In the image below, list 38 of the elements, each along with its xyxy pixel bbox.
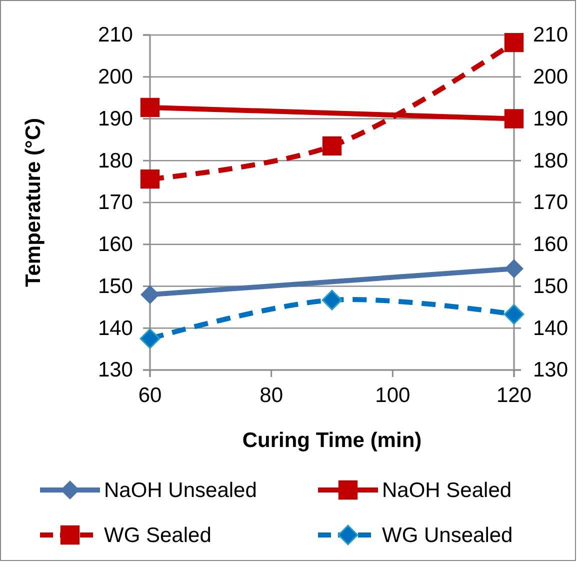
y2-tick-label: 160 (533, 233, 568, 256)
y-axis-title: Temperature (°C) (22, 118, 45, 288)
legend-label: WG Unsealed (382, 524, 513, 547)
y-tick-label: 190 (98, 107, 133, 130)
x-axis-title: Curing Time (min) (242, 429, 422, 452)
y2-tick-label: 130 (533, 358, 568, 382)
point (140, 328, 160, 349)
point (504, 32, 524, 52)
y-tick-label: 160 (98, 233, 133, 256)
y2-tick-label: 190 (533, 107, 568, 130)
y2-tick-label: 150 (533, 274, 568, 298)
point (140, 169, 160, 189)
legend-label: NaOH Sealed (382, 479, 512, 502)
point (322, 290, 342, 310)
y-tick-label: 170 (98, 191, 133, 214)
x-tick-label: 60 (138, 384, 162, 407)
y-tick-label: 130 (98, 358, 133, 382)
x-tick-label: 120 (496, 384, 532, 407)
point (322, 136, 342, 156)
y-tick-label: 140 (98, 316, 133, 340)
y-tick-label: 150 (98, 274, 133, 298)
y2-tick-label: 170 (533, 191, 568, 214)
x-tick-label: 80 (260, 384, 284, 407)
point (504, 259, 524, 278)
legend-label: WG Sealed (104, 524, 212, 547)
y2-tick-label: 140 (533, 316, 568, 340)
legend-label: NaOH Unsealed (104, 479, 257, 502)
y2-tick-label: 210 (533, 24, 568, 47)
y-tick-label: 200 (98, 66, 133, 89)
point (504, 109, 524, 128)
y-tick-label: 180 (98, 149, 133, 172)
y-tick-label: 210 (98, 24, 133, 47)
point (140, 98, 160, 118)
y2-tick-label: 200 (533, 66, 568, 89)
point (140, 285, 160, 304)
x-tick-label: 100 (375, 384, 410, 407)
y2-tick-label: 180 (533, 149, 568, 172)
point (504, 304, 524, 325)
